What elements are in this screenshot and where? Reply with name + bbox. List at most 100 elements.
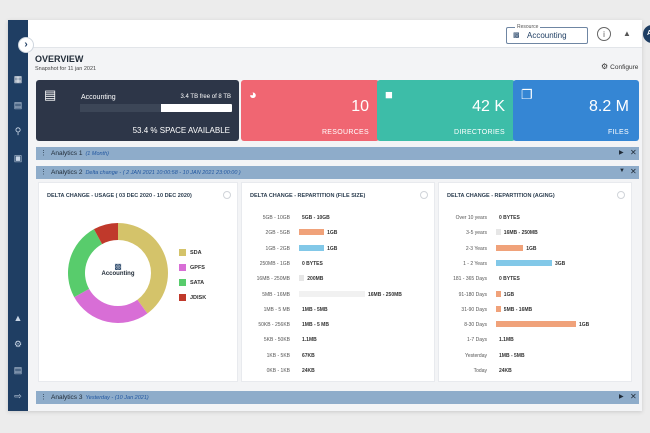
info-icon[interactable] [420,191,428,199]
bar-value: 1.1MB [302,337,317,344]
clipboard-icon[interactable]: ▤ [13,365,23,375]
donut-slice-sata[interactable] [68,229,103,298]
drag-handle-icon[interactable]: ⋮ [40,394,47,401]
avatar[interactable]: AU [643,25,650,43]
bar-label: Yesterday [464,352,487,359]
bar-label: 181 - 365 Days [453,276,487,283]
info-icon[interactable] [617,191,625,199]
close-icon[interactable]: ✕ [630,148,637,157]
bar-row: 1MB - 5 MB 1MB - 5MB [246,306,432,314]
bar[interactable] [496,259,552,266]
gear-icon: ⚙ [601,62,609,71]
bar-value: 1MB - 5MB [499,352,525,359]
info-icon[interactable] [223,191,231,199]
configure-button[interactable]: ⚙ Configure [601,62,640,71]
donut-slice-gpfs[interactable] [74,288,148,323]
sidebar-toggle-button[interactable]: › [18,37,34,53]
bell-icon[interactable]: ▲ [623,29,631,38]
bar[interactable] [299,229,325,236]
bar-value: 0 BYTES [499,276,520,283]
briefcase-icon[interactable]: ▣ [13,153,23,163]
bar[interactable] [496,290,501,297]
resource-select[interactable]: ▩ Accounting [506,27,588,44]
bar[interactable] [496,321,576,328]
expand-icon[interactable]: ▶ [619,150,624,156]
bar-label: 16MB - 250MB [256,276,290,283]
drag-handle-icon[interactable]: ⋮ [40,169,47,176]
building-icon: ▩ [114,262,122,271]
bar-label: 8-30 Days [464,322,487,329]
bar-label: 1-7 Days [466,337,487,344]
bar-value: 24KB [302,368,315,374]
bar-row: 1KB - 5KB 67KB [246,352,432,360]
resources-label: RESOURCES [321,129,369,136]
chart-icon[interactable]: ▤ [13,100,23,110]
bar-value: 16MB - 250MB [368,291,402,298]
bar-row: 1-7 Days 1.1MB [443,336,629,344]
accounting-card[interactable]: ▤ Accounting 3.4 TB free of 8 TB 53.4 % … [36,80,239,141]
legend-swatch [179,264,186,271]
bar-value: 3GB [555,260,566,267]
bar-value: 24KB [499,368,512,374]
donut-slice-jdisk[interactable] [93,223,118,245]
bar-row: 16MB - 250MB 200MB [246,275,432,283]
bar-value: 0 BYTES [302,260,323,267]
bar-label: 2-3 Years [465,245,487,252]
files-card[interactable]: ❐ 8.2 M FILES [513,80,639,141]
configure-label: Configure [610,64,639,71]
bar-row: 8-30 Days 1GB [443,321,629,329]
bar-value: 1GB [327,245,338,252]
info-icon[interactable]: i [597,27,611,41]
bar[interactable] [299,275,305,282]
bar-value: 1MB - 5 MB [302,322,329,329]
section-detail: Yesterday - (10 Jan 2021) [85,395,149,401]
bar-row: Yesterday 1MB - 5MB [443,352,629,360]
donut-center: ▩ Accounting [63,262,173,277]
bar-label: 1 - 2 Years [463,260,487,267]
search-icon[interactable]: ⚲ [14,126,22,136]
disk-icon: ▤ [44,87,57,102]
bar-row: 5MB - 16MB 16MB - 250MB [246,290,432,299]
bar[interactable] [496,244,524,251]
bar-row: 5KB - 50KB 1.1MB [246,336,432,344]
legend-label: JDISK [190,295,207,301]
section-title: Analytics 1 [51,150,83,157]
section-analytics-1[interactable]: ⋮ Analytics 1 (1 Month) ▶ ✕ [36,147,639,160]
gear-icon[interactable]: ⚙ [13,339,23,349]
donut-center-label: Accounting [101,271,135,277]
page-title: OVERVIEW [35,54,84,64]
legend-label: SDA [190,250,202,256]
dashboard-icon[interactable]: ▦ [13,74,23,84]
bar-row: 250MB - 1GB 0 BYTES [246,260,432,268]
collapse-icon[interactable]: ▼ [619,168,625,174]
bar[interactable] [496,305,501,312]
bar-value: 1GB [579,322,590,329]
donut-slice-sda[interactable] [118,223,168,314]
drag-handle-icon[interactable]: ⋮ [40,150,47,157]
section-analytics-2[interactable]: ⋮ Analytics 2 Delta change - ( 2 JAN 2021… [36,166,639,179]
bar-row: Over 10 years 0 BYTES [443,214,629,222]
resources-card[interactable]: ◕ 10 RESOURCES [241,80,379,141]
bar[interactable] [299,244,325,251]
logout-icon[interactable]: ⇨ [14,391,22,401]
bar-row: 5GB - 10GB 5GB - 10GB [246,214,432,222]
bar[interactable] [299,290,365,297]
section-analytics-3[interactable]: ⋮ Analytics 3 Yesterday - (10 Jan 2021) ▶… [36,391,639,404]
bar[interactable] [496,229,501,236]
usage-bar [80,104,232,112]
bar-label: 5GB - 10GB [262,215,290,221]
bell-icon[interactable]: ▲ [13,313,23,323]
directories-card[interactable]: ■ 42 K DIRECTORIES [377,80,515,141]
bar-label: 1KB - 5KB [266,352,290,359]
files-label: FILES [608,129,629,136]
bar-value: 0 BYTES [499,215,520,221]
expand-icon[interactable]: ▶ [619,394,624,400]
panel-aging: DELTA CHANGE - REPARTITION (AGING) Over … [438,182,632,382]
close-icon[interactable]: ✕ [630,392,637,401]
bar-value: 1GB [503,291,515,298]
bar-value: 1GB [327,230,338,237]
close-icon[interactable]: ✕ [630,167,637,176]
accounting-free: 3.4 TB free of 8 TB [180,94,231,100]
bar-label: 250MB - 1GB [259,260,290,267]
resources-value: 10 [351,98,369,115]
